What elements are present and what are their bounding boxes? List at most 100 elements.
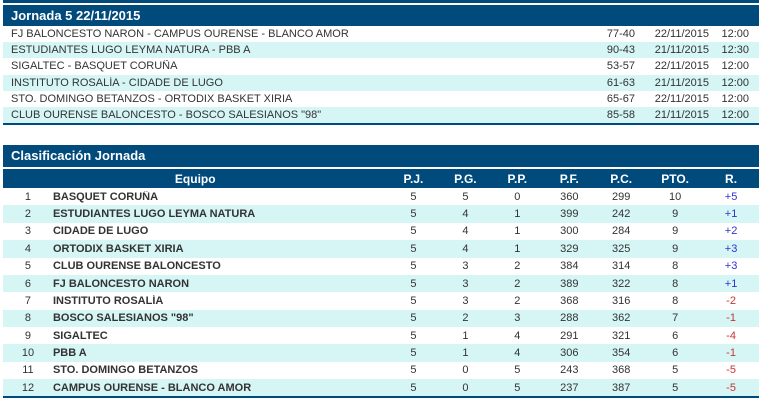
match-date: 21/11/2015: [654, 109, 709, 122]
pg-value: 3: [462, 294, 469, 307]
match-date: 22/11/2015: [654, 28, 709, 41]
match-time: 12:00: [721, 92, 749, 105]
pc-value: 299: [612, 190, 631, 203]
match-teams: FJ BALONCESTO NARON - CAMPUS OURENSE - B…: [11, 28, 349, 41]
pj-value: 5: [410, 225, 417, 238]
pto-value: 8: [672, 260, 679, 273]
pto-value: 5: [672, 381, 679, 394]
pto-value: 7: [672, 312, 679, 325]
pc-value: 284: [612, 225, 631, 238]
team-name: BOSCO SALESIANOS "98": [52, 312, 194, 325]
pto-value: 10: [669, 190, 682, 203]
standings-row: 7 INSTITUTO ROSALÍA 5 3 2 368 316 8 -2: [3, 292, 759, 310]
diff-value: +2: [724, 225, 738, 238]
rank: 10: [21, 346, 35, 359]
pj-value: 5: [410, 277, 417, 290]
pp-value: 1: [514, 242, 521, 255]
pj-value: 5: [410, 381, 417, 394]
match-results-list: FJ BALONCESTO NARON - CAMPUS OURENSE - B…: [3, 26, 759, 126]
pf-value: 291: [560, 329, 579, 342]
pg-value: 2: [462, 312, 469, 325]
pto-value: 6: [672, 346, 679, 359]
match-teams: ESTUDIANTES LUGO LEYMA NATURA - PBB A: [11, 44, 251, 57]
team-name: ESTUDIANTES LUGO LEYMA NATURA: [52, 208, 256, 221]
match-date: 22/11/2015: [654, 60, 709, 73]
match-score: 85-58: [606, 109, 635, 122]
standings-row: 1 BASQUET CORUÑA 5 5 0 360 299 10 +5: [3, 188, 759, 206]
pg-value: 5: [462, 190, 469, 203]
pf-value: 329: [560, 242, 579, 255]
match-teams: SIGALTEC - BASQUET CORUÑA: [11, 60, 178, 73]
standings-column-header: Equipo P.J. P.G. P.P. P.F. P.C. PTO. R.: [3, 169, 759, 189]
pf-value: 389: [560, 277, 579, 290]
pp-value: 2: [514, 277, 521, 290]
pc-value: 321: [612, 329, 631, 342]
pp-value: 5: [514, 381, 521, 394]
standings-row: 3 CIDADE DE LUGO 5 4 1 300 284 9 +2: [3, 222, 759, 241]
diff-value: +3: [724, 260, 738, 273]
pc-value: 387: [612, 381, 631, 394]
pj-value: 5: [410, 364, 417, 377]
jornada-results-section: Jornada 5 22/11/2015 FJ BALONCESTO NARON…: [3, 0, 759, 126]
pp-value: 2: [514, 294, 521, 307]
match-time: 12:00: [721, 76, 749, 89]
diff-value: +1: [724, 277, 738, 290]
pg-value: 3: [462, 277, 469, 290]
pp-value: 5: [514, 364, 521, 377]
rank: 3: [24, 225, 32, 238]
match-score: 61-63: [606, 76, 635, 89]
standings-row: 6 FJ BALONCESTO NARON 5 3 2 389 322 8 +1: [3, 274, 759, 293]
match-date: 21/11/2015: [654, 76, 709, 89]
pg-value: 4: [462, 225, 469, 238]
match-row: INSTITUTO ROSALÍA - CIDADE DE LUGO 61-63…: [3, 74, 759, 91]
match-time: 12:00: [721, 28, 749, 41]
match-row: ESTUDIANTES LUGO LEYMA NATURA - PBB A 90…: [3, 42, 759, 59]
rank: 12: [21, 381, 35, 394]
col-pj: P.J.: [403, 171, 424, 186]
col-pto: PTO.: [661, 171, 690, 186]
diff-value: +5: [724, 190, 738, 203]
rank: 11: [22, 364, 34, 377]
clasificacion-header: Clasificación Jornada: [3, 145, 759, 168]
pto-value: 9: [672, 208, 679, 221]
pf-value: 306: [560, 346, 579, 359]
pj-value: 5: [410, 346, 417, 359]
clasificacion-section: Clasificación Jornada Equipo P.J. P.G. P…: [3, 145, 759, 399]
pp-value: 4: [514, 329, 521, 342]
pp-value: 1: [514, 225, 521, 238]
pp-value: 3: [514, 312, 521, 325]
top-rule-divider: [3, 0, 759, 3]
col-pg: P.G.: [454, 171, 477, 186]
pp-value: 4: [514, 346, 521, 359]
team-name: STO. DOMINGO BETANZOS: [52, 364, 198, 377]
pf-value: 300: [560, 225, 579, 238]
standings-row: 11 STO. DOMINGO BETANZOS 5 0 5 243 368 5…: [3, 361, 759, 379]
standings-row: 2 ESTUDIANTES LUGO LEYMA NATURA 5 4 1 39…: [3, 205, 759, 223]
diff-value: -4: [726, 329, 736, 342]
pto-value: 5: [672, 364, 679, 377]
team-name: CIDADE DE LUGO: [52, 225, 149, 238]
jornada-header: Jornada 5 22/11/2015: [3, 5, 759, 26]
diff-value: -5: [726, 364, 736, 377]
rank: 7: [24, 294, 32, 307]
pto-value: 9: [672, 225, 679, 238]
pc-value: 325: [612, 242, 631, 255]
col-r: R.: [725, 171, 738, 186]
pj-value: 5: [410, 242, 417, 255]
rank: 4: [24, 242, 32, 255]
match-score: 53-57: [606, 60, 635, 73]
diff-value: -2: [726, 294, 736, 307]
pto-value: 8: [672, 294, 679, 307]
pc-value: 322: [612, 277, 631, 290]
pf-value: 399: [560, 208, 579, 221]
pg-value: 0: [462, 364, 469, 377]
team-name: ORTODIX BASKET XIRIA: [52, 242, 184, 255]
team-name: SIGALTEC: [52, 329, 108, 342]
match-time: 12:00: [721, 109, 749, 122]
team-name: INSTITUTO ROSALÍA: [52, 294, 164, 307]
match-teams: STO. DOMINGO BETANZOS - ORTODIX BASKET X…: [11, 92, 293, 105]
pj-value: 5: [410, 294, 417, 307]
pf-value: 237: [560, 381, 579, 394]
match-time: 12:00: [721, 60, 749, 73]
